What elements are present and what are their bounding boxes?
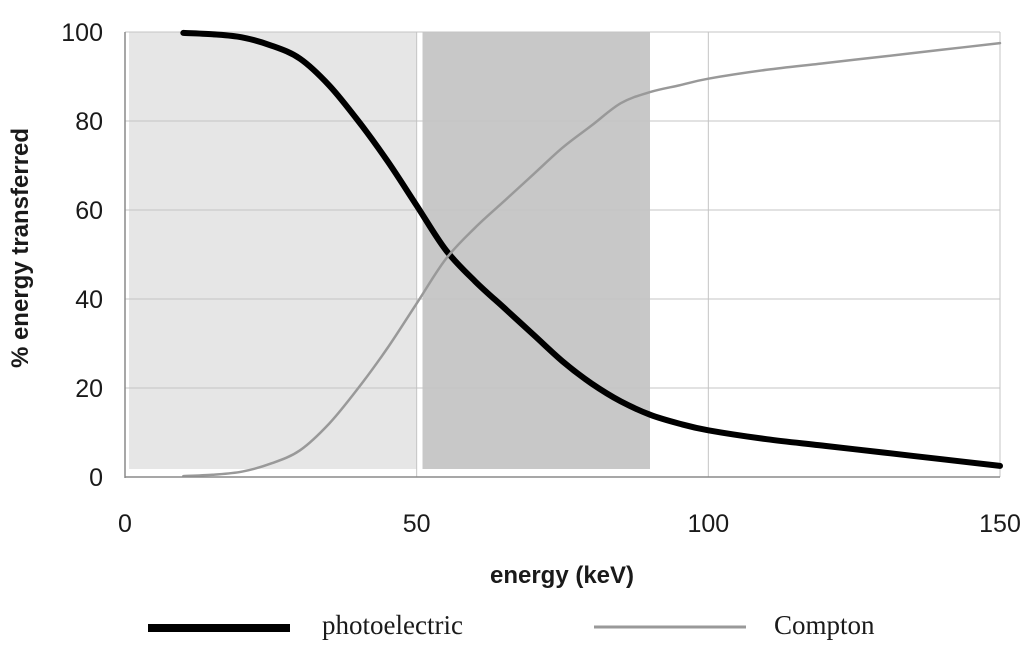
y-axis-title: % energy transferred (7, 128, 34, 368)
y-tick-label-0: 0 (89, 464, 103, 492)
axes (124, 32, 1000, 478)
x-axis-title: energy (keV) (490, 562, 634, 589)
y-tick-label-60: 60 (75, 197, 103, 225)
series-line-photoelectric (180, 29, 1003, 469)
shaded-region-1 (129, 32, 417, 469)
x-tick-label-100: 100 (687, 510, 729, 538)
x-tick-label-150: 150 (979, 510, 1021, 538)
tick-labels: 0 20 40 60 80 100 0 50 100 150 (61, 19, 1021, 538)
y-tick-label-80: 80 (75, 108, 103, 136)
x-tick-label-50: 50 (403, 510, 431, 538)
y-tick-label-40: 40 (75, 286, 103, 314)
legend-label-compton: Compton (774, 610, 875, 640)
grid (125, 31, 1001, 477)
series-line-compton (182, 41, 1002, 478)
shaded-region-2 (422, 32, 650, 469)
legend-label-photoelectric: photoelectric (322, 610, 463, 640)
y-tick-label-20: 20 (75, 375, 103, 403)
x-tick-label-0: 0 (118, 510, 132, 538)
legend: photoelectric Compton (148, 610, 875, 640)
series-lines (180, 29, 1003, 478)
shaded-regions (129, 32, 650, 469)
y-tick-label-100: 100 (61, 19, 103, 47)
